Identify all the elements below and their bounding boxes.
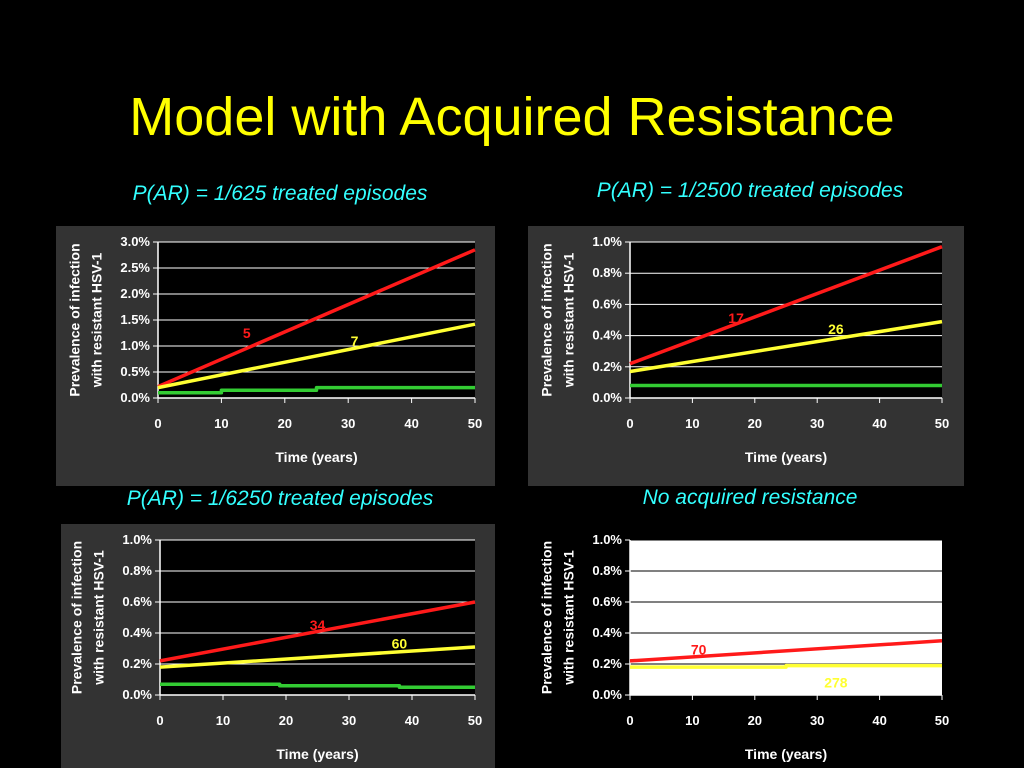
x-tick-label: 50: [935, 416, 949, 431]
y-tick-label: 0.6%: [122, 594, 152, 609]
x-tick-label: 40: [872, 416, 886, 431]
y-axis-title: Prevalence of infection: [539, 541, 555, 694]
y-tick-label: 0.4%: [592, 328, 622, 343]
y-tick-label: 0.6%: [592, 594, 622, 609]
y-tick-label: 0.8%: [122, 563, 152, 578]
x-tick-label: 30: [342, 713, 356, 728]
series-line: [630, 663, 942, 669]
y-tick-label: 2.5%: [120, 260, 150, 275]
series-label: 60: [392, 636, 408, 652]
y-tick-label: 0.5%: [120, 364, 150, 379]
x-tick-label: 10: [685, 713, 699, 728]
y-tick-label: 0.0%: [592, 687, 622, 702]
chart-2: 0.0% 0.2% 0.4% 0.6% 0.8% 1.0% 0 10 20 30 40 50 Time …: [528, 226, 964, 486]
series-line: [159, 645, 476, 669]
y-tick-label: 0.0%: [592, 390, 622, 405]
y-tick-label: 0.8%: [592, 563, 622, 578]
x-tick-label: 50: [468, 416, 482, 431]
series-line: [629, 319, 943, 374]
series-label: 26: [828, 321, 844, 337]
series-line: [159, 600, 476, 663]
x-axis-title: Time (years): [745, 746, 827, 762]
y-tick-label: 3.0%: [120, 234, 150, 249]
y-tick-label: 0.8%: [592, 265, 622, 280]
series-line: [157, 248, 476, 389]
x-axis-title: Time (years): [745, 449, 827, 465]
x-tick-label: 30: [810, 416, 824, 431]
y-tick-label: 1.0%: [592, 234, 622, 249]
y-axis-title: with resistant HSV-1: [89, 252, 105, 388]
slide-title: Model with Acquired Resistance: [129, 87, 895, 147]
x-tick-label: 40: [872, 713, 886, 728]
chart-title-4: No acquired resistance: [642, 486, 858, 509]
x-tick-label: 20: [748, 416, 762, 431]
y-tick-label: 2.0%: [120, 286, 150, 301]
y-axis-title: Prevalence of infection: [67, 243, 83, 396]
series-label: 70: [691, 642, 707, 658]
chart-title-3: P(AR) = 1/6250 treated episodes: [126, 487, 434, 510]
x-tick-label: 50: [935, 713, 949, 728]
x-axis-title: Time (years): [276, 746, 358, 762]
y-tick-label: 1.0%: [120, 338, 150, 353]
x-tick-label: 10: [216, 713, 230, 728]
y-axis-title: with resistant HSV-1: [561, 252, 577, 388]
y-tick-label: 1.0%: [592, 532, 622, 547]
y-tick-label: 1.5%: [120, 312, 150, 327]
y-tick-label: 0.2%: [122, 656, 152, 671]
y-axis-title: with resistant HSV-1: [91, 550, 107, 686]
series-label: 278: [824, 674, 848, 690]
x-tick-label: 0: [626, 713, 633, 728]
y-axis-title: Prevalence of infection: [69, 541, 85, 694]
y-tick-label: 0.6%: [592, 296, 622, 311]
series-line: [158, 385, 475, 395]
x-tick-label: 0: [154, 416, 161, 431]
y-tick-label: 0.4%: [122, 625, 152, 640]
x-tick-label: 10: [685, 416, 699, 431]
y-axis-title: Prevalence of infection: [539, 243, 555, 396]
x-tick-label: 30: [810, 713, 824, 728]
y-tick-label: 0.2%: [592, 656, 622, 671]
x-tick-label: 20: [278, 416, 292, 431]
series-label: 17: [728, 310, 744, 326]
chart-title-1: P(AR) = 1/625 treated episodes: [132, 182, 428, 205]
x-tick-label: 20: [748, 713, 762, 728]
y-tick-label: 0.2%: [592, 359, 622, 374]
y-tick-label: 0.0%: [122, 687, 152, 702]
x-tick-label: 20: [279, 713, 293, 728]
x-tick-label: 30: [341, 416, 355, 431]
chart-4: 0.0% 0.2% 0.4% 0.6% 0.8% 1.0% 0 10 20 30 40 50 Time …: [528, 524, 964, 768]
y-axis-title: with resistant HSV-1: [561, 550, 577, 686]
x-tick-label: 50: [468, 713, 482, 728]
series-line: [629, 639, 943, 663]
chart-title-2: P(AR) = 1/2500 treated episodes: [596, 179, 904, 202]
x-tick-label: 40: [405, 713, 419, 728]
y-tick-label: 1.0%: [122, 532, 152, 547]
chart-1: 0.0% 0.5% 1.0% 1.5% 2.0% 2.5% 3.0% 0 10 20 30 40 50 T…: [56, 226, 495, 486]
series-line: [160, 682, 475, 690]
series-label: 34: [310, 617, 326, 633]
series-label: 7: [351, 333, 359, 349]
y-tick-label: 0.0%: [120, 390, 150, 405]
series-line: [157, 322, 476, 390]
y-tick-label: 0.4%: [592, 625, 622, 640]
x-tick-label: 0: [156, 713, 163, 728]
x-tick-label: 0: [626, 416, 633, 431]
x-tick-label: 40: [404, 416, 418, 431]
x-axis-title: Time (years): [275, 449, 357, 465]
series-label: 5: [243, 325, 251, 341]
plot-area: [630, 540, 942, 695]
series-line: [629, 245, 943, 366]
x-tick-label: 10: [214, 416, 228, 431]
plot-area: [160, 540, 475, 695]
chart-3: 0.0% 0.2% 0.4% 0.6% 0.8% 1.0% 0 10 20 30 40 50 Time …: [61, 524, 495, 768]
